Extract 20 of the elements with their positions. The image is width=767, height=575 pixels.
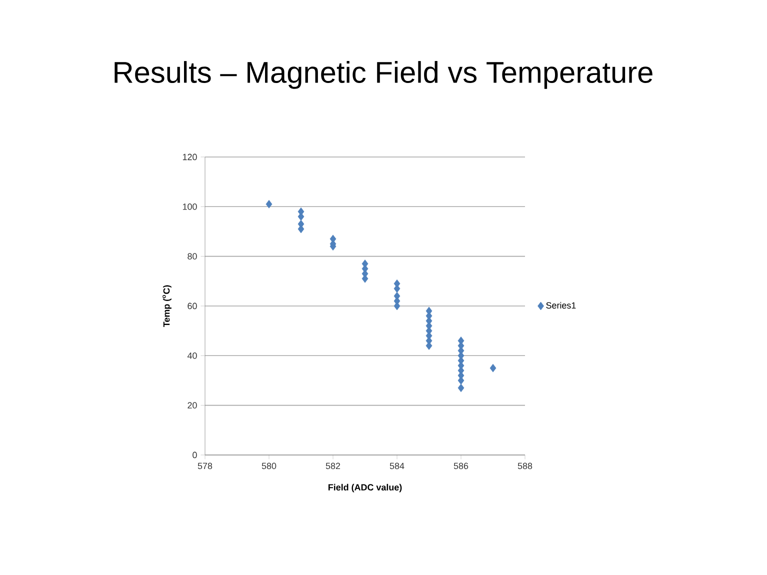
y-tick-label: 40 (187, 352, 197, 359)
point (266, 200, 272, 208)
x-axis-title: Field (ADC value) (328, 484, 402, 492)
y-tick-label: 60 (188, 302, 197, 310)
x-tick-label: 586 (454, 462, 468, 470)
y-tick-label: 20 (188, 402, 197, 408)
y-tick-label: 80 (188, 253, 197, 260)
y-tick-label: 0 (192, 452, 197, 458)
point (458, 384, 464, 392)
y-tick-label: 100 (182, 203, 197, 210)
point (490, 364, 496, 372)
x-tick-label: 588 (518, 462, 532, 470)
y-axis-title: Temp ($^{o}$C) (162, 285, 172, 328)
x-tick-label: 582 (326, 462, 340, 470)
chart-title: Results – Magnetic Field vs Temperature (114, 61, 652, 89)
y-tick-label: 120 (182, 154, 197, 160)
legend-label: Series1 (546, 302, 576, 309)
x-tick-label: 580 (262, 462, 276, 470)
x-tick-label: 578 (198, 462, 212, 470)
x-tick-label: 584 (390, 462, 404, 470)
